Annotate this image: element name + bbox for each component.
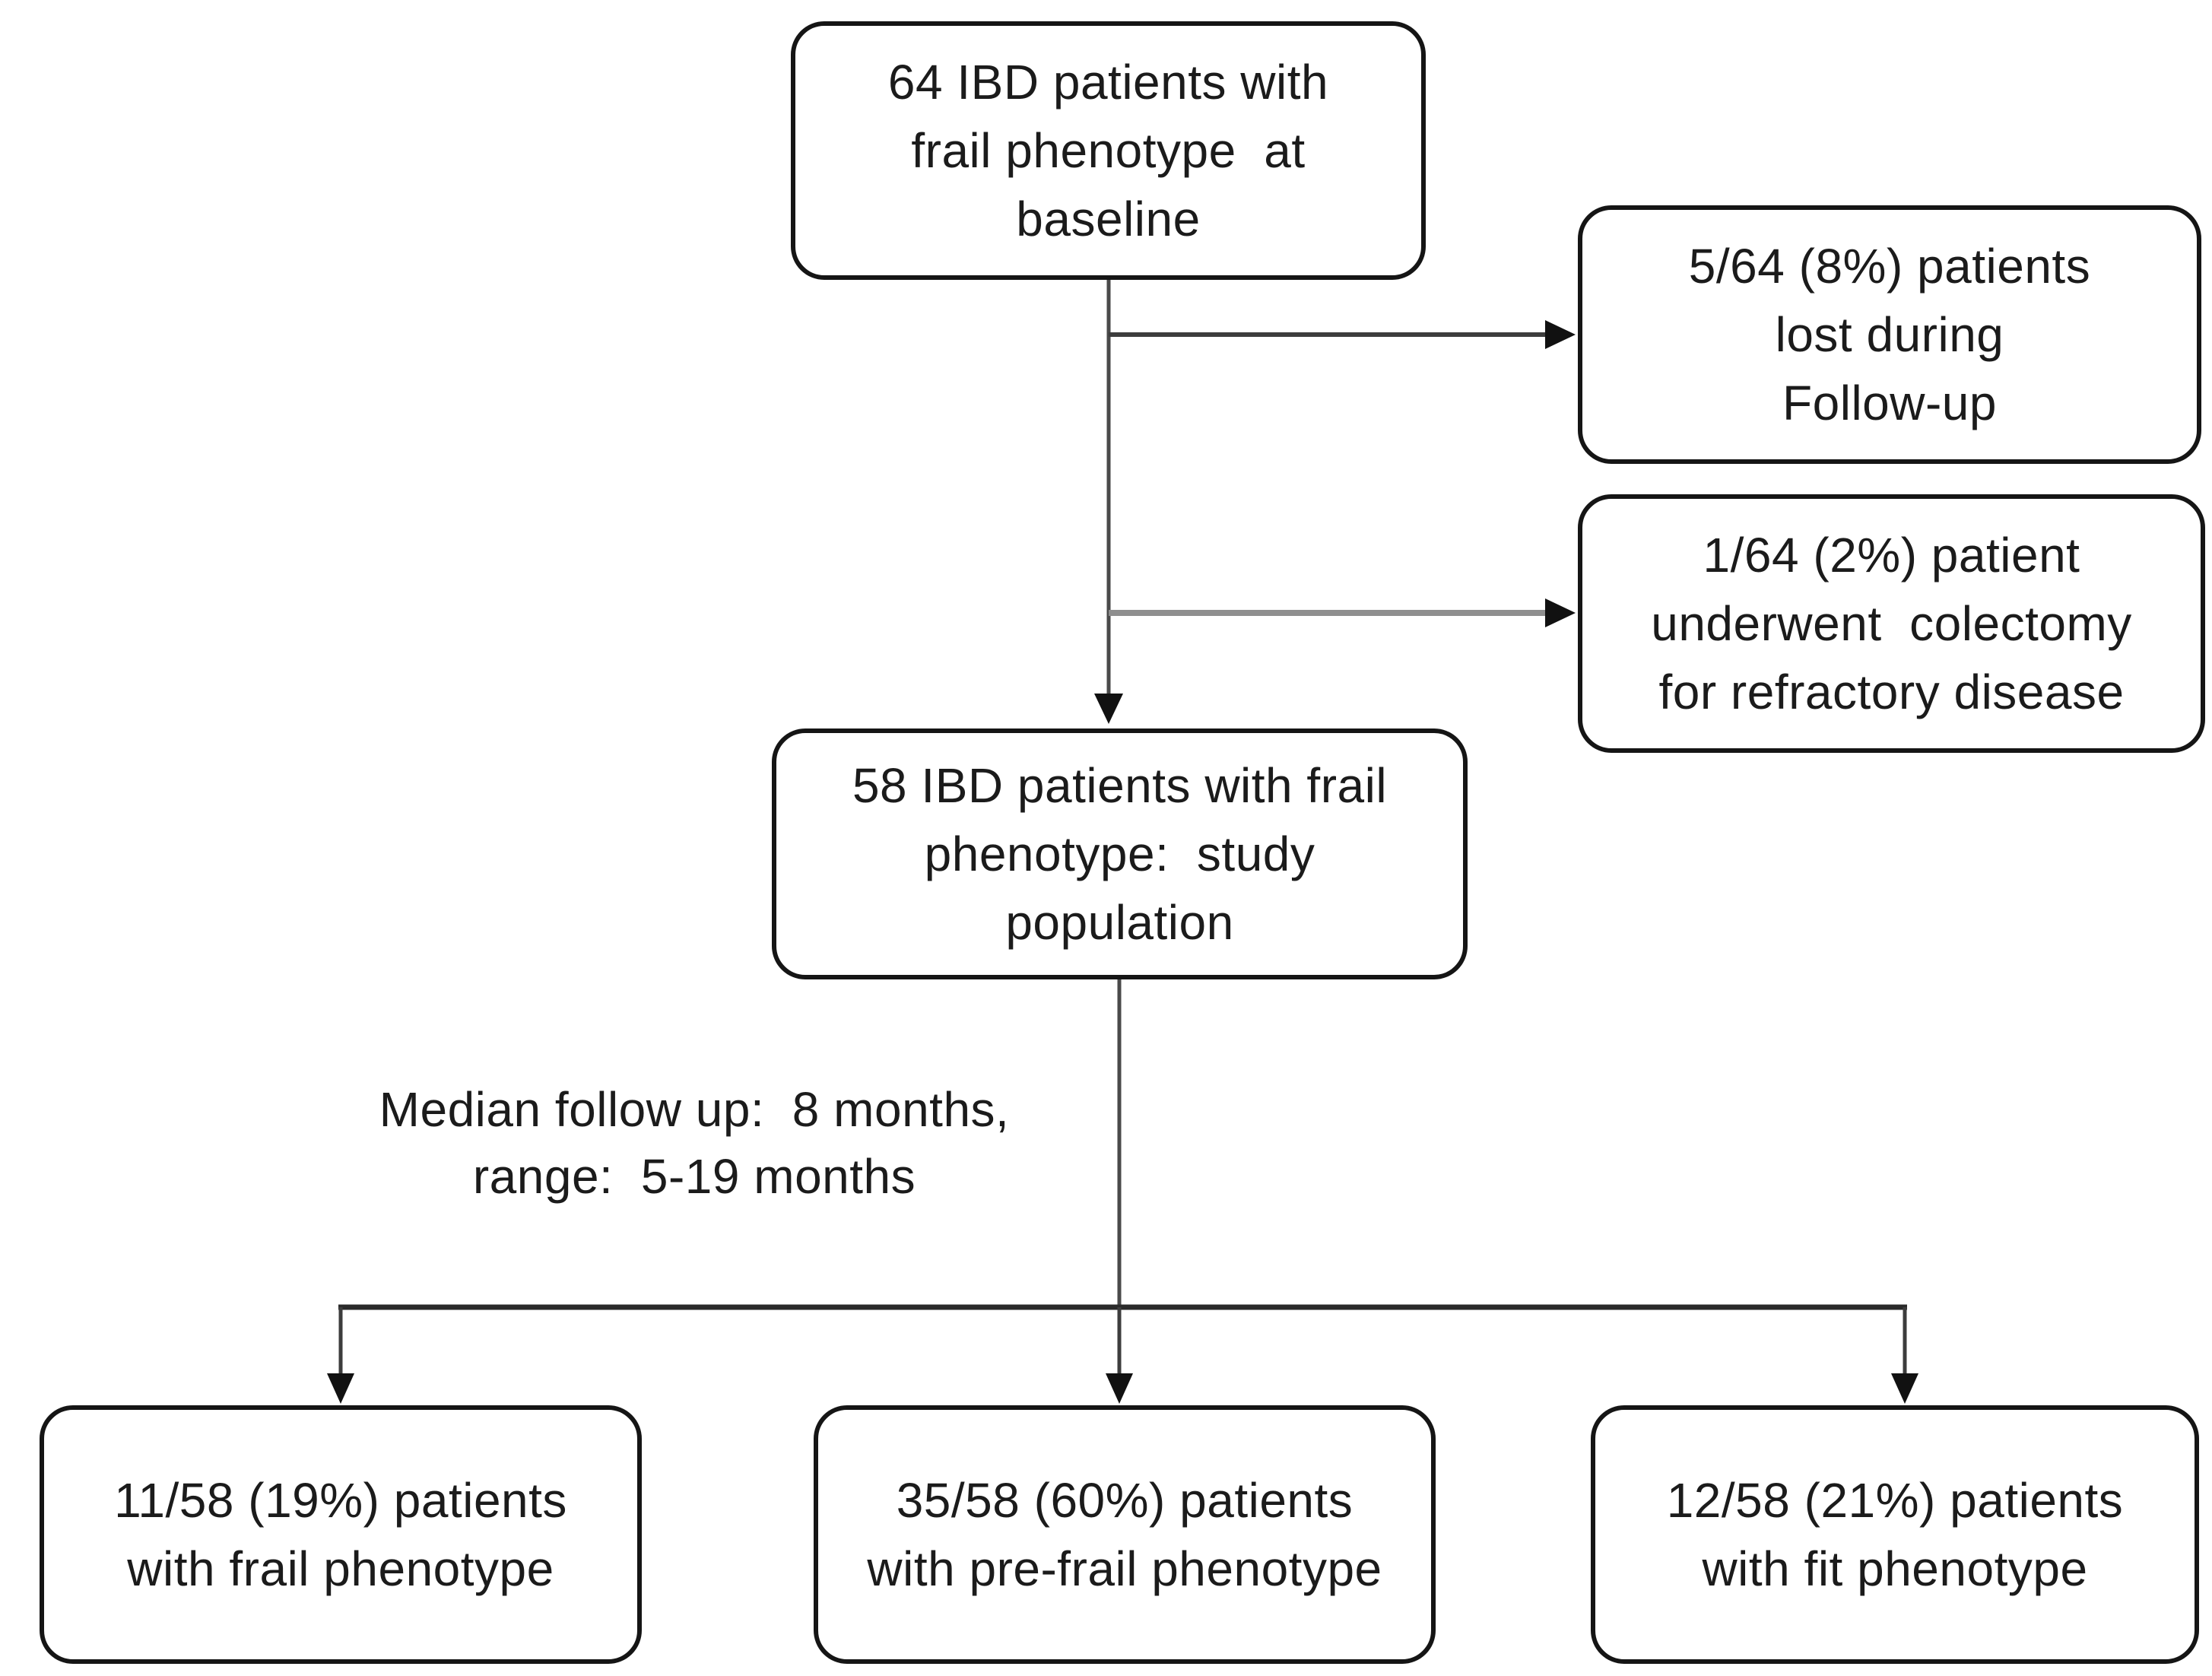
box-study-population: 58 IBD patients with frail phenotype: st… (772, 728, 1468, 979)
box-colectomy: 1/64 (2%) patient underwent colectomy fo… (1578, 494, 2205, 753)
annotation-text-line: range: 5-19 months (472, 1149, 916, 1204)
box-text-line: 35/58 (60%) patients (896, 1473, 1354, 1528)
box-text-line: baseline (1016, 192, 1201, 246)
arrowhead-down (1891, 1373, 1918, 1404)
connector-rail-to-prefrail (1106, 1307, 1133, 1404)
connector-rail-to-fit (1891, 1307, 1918, 1404)
connector-baseline-to-lost (1109, 320, 1576, 349)
box-text-line: lost during (1775, 307, 2004, 362)
box-text-line: with fit phenotype (1702, 1541, 2088, 1596)
box-text-line: Follow-up (1782, 376, 1997, 430)
connector-rail-to-frail (327, 1307, 354, 1404)
arrowhead-down (1106, 1373, 1133, 1404)
box-text-line: with pre-frail phenotype (867, 1541, 1382, 1596)
box-baseline-cohort: 64 IBD patients with frail phenotype at … (791, 21, 1426, 280)
connector-baseline-to-colectomy (1109, 598, 1576, 627)
box-text-line: 58 IBD patients with frail (852, 758, 1388, 813)
box-fit-outcome: 12/58 (21%) patients with fit phenotype (1591, 1405, 2199, 1664)
box-lost-followup: 5/64 (8%) patients lost during Follow-up (1578, 205, 2201, 464)
annotation-text-line: Median follow up: 8 months, (379, 1082, 1010, 1137)
box-text-line: 5/64 (8%) patients (1688, 239, 2091, 294)
arrowhead-right (1545, 598, 1576, 627)
box-text-line: 12/58 (21%) patients (1666, 1473, 2124, 1528)
box-text-line: frail phenotype at (911, 123, 1306, 178)
box-prefrail-outcome: 35/58 (60%) patients with pre-frail phen… (814, 1405, 1436, 1664)
box-frail-outcome: 11/58 (19%) patients with frail phenotyp… (40, 1405, 642, 1664)
connector-baseline-to-study (1094, 280, 1123, 724)
box-text-line: 11/58 (19%) patients (114, 1473, 567, 1528)
box-text-line: underwent colectomy (1651, 596, 2132, 651)
box-text-line: 64 IBD patients with (887, 55, 1329, 110)
box-text-line: population (1005, 895, 1234, 950)
box-text-line: with frail phenotype (127, 1541, 554, 1596)
box-text-line: phenotype: study (924, 827, 1315, 881)
arrowhead-down (327, 1373, 354, 1404)
box-text-line: 1/64 (2%) patient (1703, 528, 2080, 582)
annotation-median-followup: Median follow up: 8 months, range: 5-19 … (329, 1076, 1059, 1210)
arrowhead-right (1545, 320, 1576, 349)
arrowhead-down (1094, 694, 1123, 724)
box-text-line: for refractory disease (1658, 665, 2125, 719)
